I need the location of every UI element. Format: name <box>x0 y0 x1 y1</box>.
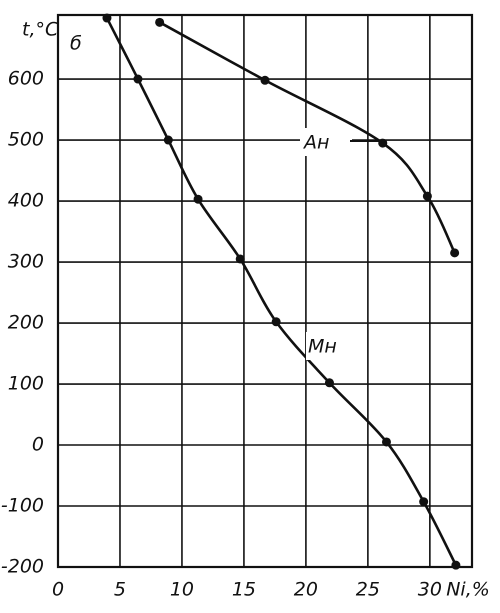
data-point <box>260 75 270 85</box>
x-tick-label: 0 <box>52 579 64 601</box>
data-point <box>271 317 281 327</box>
y-tick-label: 200 <box>8 312 44 334</box>
data-point <box>193 194 203 204</box>
y-tick-label: 100 <box>8 373 44 395</box>
data-point <box>419 497 429 507</box>
y-tick-label: -200 <box>1 556 44 578</box>
data-point <box>235 254 245 264</box>
data-point <box>324 378 334 388</box>
data-point <box>102 13 112 23</box>
data-point <box>378 138 388 148</box>
series-label: Mн <box>308 336 337 358</box>
data-point <box>163 135 173 145</box>
data-point <box>381 437 391 447</box>
data-point <box>450 248 460 258</box>
curve <box>105 17 458 566</box>
series-label: Aн <box>302 132 329 154</box>
label-bg <box>300 128 352 156</box>
x-tick-label: 5 <box>114 579 126 601</box>
x-tick-label: 20 <box>294 579 318 601</box>
data-point <box>451 560 461 570</box>
y-tick-label: -100 <box>1 495 44 517</box>
y-tick-label: 600 <box>8 68 44 90</box>
x-tick-label: 15 <box>232 579 256 601</box>
y-tick-label: 300 <box>8 251 44 273</box>
y-tick-label: 0 <box>32 434 44 456</box>
plot-frame <box>56 13 474 569</box>
y-tick-label: 500 <box>8 129 44 151</box>
x-tick-label: 10 <box>170 579 194 601</box>
label-bg <box>306 332 354 360</box>
x-tick-label: 30 <box>418 579 442 601</box>
y-axis-label: t,°C <box>22 19 59 41</box>
x-tick-label: 25 <box>356 579 380 601</box>
x-axis-label: Ni,% <box>446 579 490 601</box>
panel-annotation: б <box>70 33 82 55</box>
curve <box>159 21 456 254</box>
y-tick-label: 400 <box>8 190 44 212</box>
data-point <box>422 191 432 201</box>
data-point <box>155 17 165 27</box>
data-point <box>133 74 143 84</box>
